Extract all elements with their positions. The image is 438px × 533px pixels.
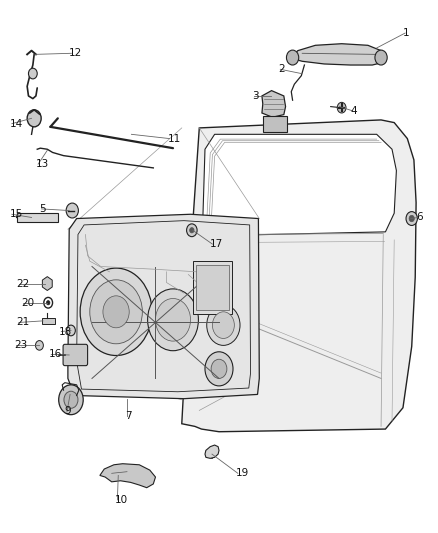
Polygon shape (68, 214, 259, 399)
Circle shape (409, 215, 414, 222)
Polygon shape (205, 445, 219, 458)
Circle shape (90, 280, 142, 344)
Circle shape (66, 203, 78, 218)
Text: 10: 10 (115, 495, 128, 505)
Circle shape (27, 110, 41, 127)
Bar (263, 116, 287, 132)
Circle shape (35, 341, 43, 350)
Bar (17, 213, 58, 222)
Circle shape (205, 352, 233, 386)
Bar (193, 261, 232, 314)
Text: 20: 20 (21, 298, 34, 308)
Circle shape (187, 224, 197, 237)
Text: 17: 17 (210, 239, 223, 249)
Circle shape (59, 385, 83, 415)
Text: 21: 21 (17, 318, 30, 327)
Text: 2: 2 (278, 64, 285, 74)
Circle shape (46, 301, 50, 305)
Text: 18: 18 (59, 327, 72, 336)
Circle shape (155, 298, 191, 341)
Text: 14: 14 (10, 119, 23, 128)
Polygon shape (182, 120, 416, 432)
Text: 13: 13 (36, 159, 49, 169)
Circle shape (406, 212, 417, 225)
Text: 4: 4 (350, 106, 357, 116)
Circle shape (148, 289, 198, 351)
Polygon shape (202, 134, 396, 236)
Circle shape (103, 296, 129, 328)
Text: 23: 23 (14, 341, 27, 350)
Circle shape (375, 50, 387, 65)
Text: 22: 22 (17, 279, 30, 288)
Polygon shape (262, 91, 286, 117)
Circle shape (207, 305, 240, 345)
Text: 15: 15 (10, 209, 23, 219)
Text: 5: 5 (39, 204, 46, 214)
Text: 16: 16 (49, 350, 62, 359)
FancyBboxPatch shape (63, 344, 88, 366)
Circle shape (212, 312, 234, 338)
Text: 7: 7 (125, 411, 131, 421)
Text: 19: 19 (236, 469, 249, 478)
Text: 1: 1 (403, 28, 410, 38)
Bar (196, 265, 229, 310)
Circle shape (190, 228, 194, 233)
Circle shape (80, 268, 152, 356)
Text: 11: 11 (167, 134, 180, 143)
Text: 12: 12 (69, 49, 82, 58)
Text: 3: 3 (252, 91, 258, 101)
Circle shape (211, 359, 227, 378)
Text: 9: 9 (65, 407, 71, 416)
Polygon shape (291, 44, 385, 65)
Circle shape (28, 68, 37, 79)
Circle shape (286, 50, 299, 65)
Circle shape (67, 325, 75, 336)
Text: 6: 6 (416, 213, 423, 222)
Polygon shape (100, 464, 155, 488)
Circle shape (64, 391, 78, 408)
Circle shape (337, 102, 346, 113)
Bar (42, 318, 55, 324)
